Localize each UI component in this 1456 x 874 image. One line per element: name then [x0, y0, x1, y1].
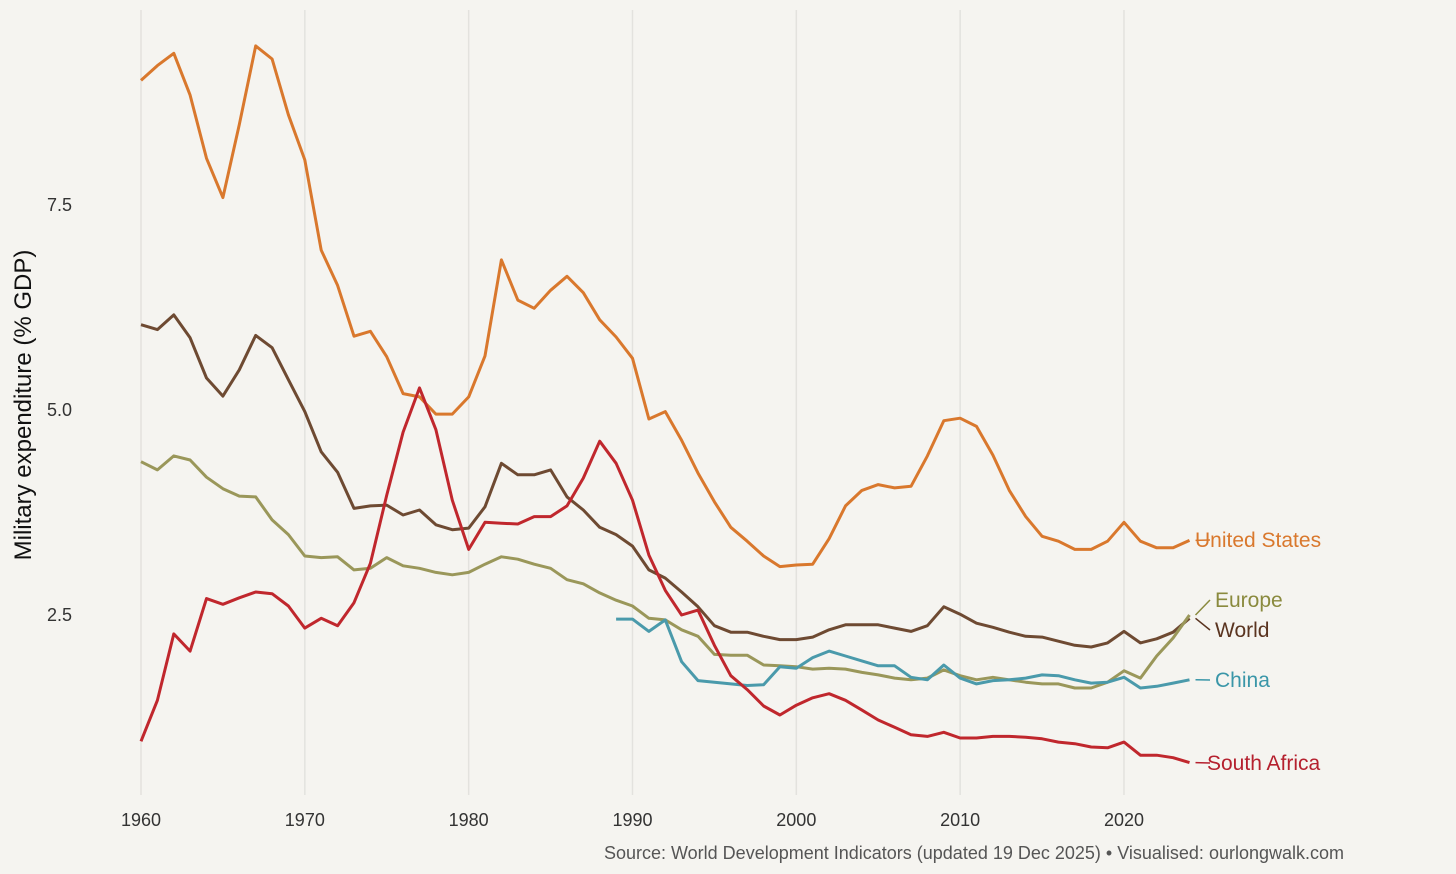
- series-line-world: [140, 313, 1191, 649]
- series-line-china: [616, 617, 1190, 690]
- x-tick-label: 1960: [121, 810, 161, 830]
- x-tick-label: 1970: [285, 810, 325, 830]
- series-label: United States: [1195, 529, 1321, 552]
- x-tick-label: 2010: [940, 810, 980, 830]
- series-line-south-africa: [139, 386, 1190, 765]
- series-label: South Africa: [1207, 752, 1321, 775]
- source-caption: Source: World Development Indicators (up…: [604, 843, 1344, 863]
- series-line-united-states: [139, 44, 1191, 569]
- x-tick-label: 1980: [449, 810, 489, 830]
- series-label: China: [1215, 669, 1270, 692]
- y-tick-label: 5.0: [47, 400, 72, 420]
- series-label: World: [1215, 619, 1269, 642]
- y-tick-label: 2.5: [47, 605, 72, 625]
- x-tick-label: 1990: [612, 810, 652, 830]
- label-connector: [1195, 617, 1211, 631]
- series-label: Europe: [1215, 589, 1283, 612]
- x-tick-label: 2000: [776, 810, 816, 830]
- series-line-europe: [140, 454, 1191, 690]
- x-tick-label: 2020: [1104, 810, 1144, 830]
- label-connector: [1194, 599, 1211, 616]
- y-axis-label: Military expenditure (% GDP): [10, 250, 37, 561]
- y-tick-label: 7.5: [47, 195, 72, 215]
